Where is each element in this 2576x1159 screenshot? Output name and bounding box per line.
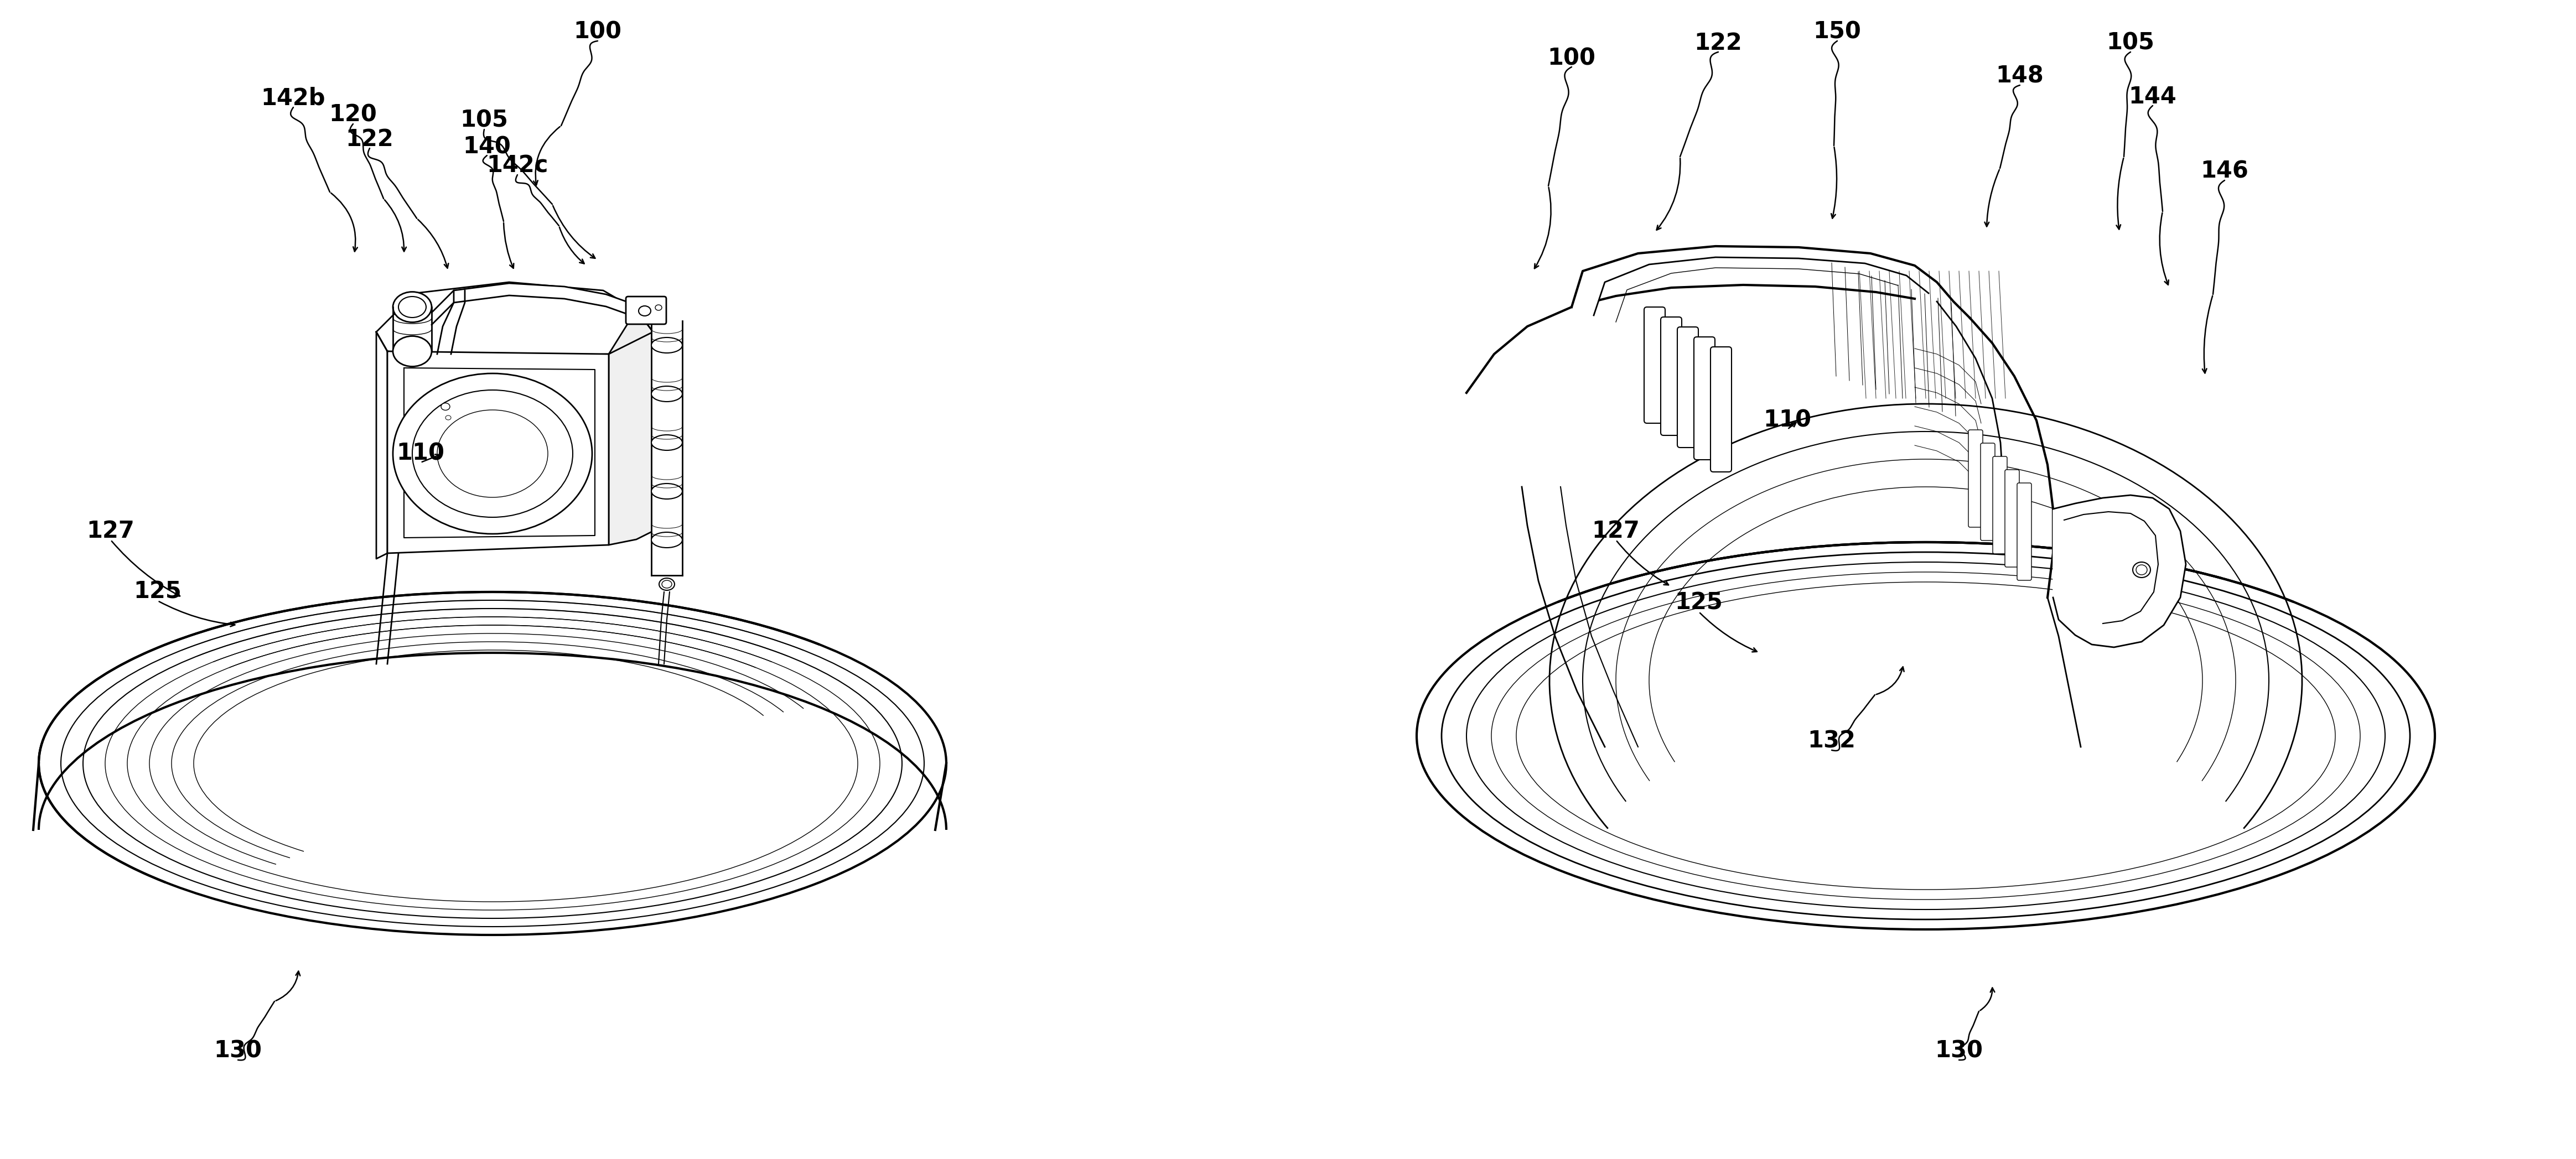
Text: 100: 100 — [1548, 46, 1595, 70]
FancyBboxPatch shape — [2004, 469, 2020, 567]
Text: 105: 105 — [461, 109, 507, 132]
FancyBboxPatch shape — [2017, 483, 2032, 581]
FancyBboxPatch shape — [1695, 337, 1716, 460]
Polygon shape — [404, 367, 595, 538]
Text: 110: 110 — [397, 442, 446, 465]
Ellipse shape — [652, 532, 683, 548]
Polygon shape — [652, 321, 683, 575]
FancyBboxPatch shape — [1968, 430, 1984, 527]
Text: 122: 122 — [345, 127, 394, 151]
Ellipse shape — [394, 292, 433, 322]
Text: 140: 140 — [464, 134, 510, 159]
Text: 127: 127 — [88, 519, 134, 542]
Ellipse shape — [394, 373, 592, 534]
Text: 130: 130 — [214, 1040, 263, 1063]
Text: 148: 148 — [1996, 65, 2043, 88]
Text: 105: 105 — [2107, 31, 2154, 54]
Text: 144: 144 — [2128, 86, 2177, 109]
FancyBboxPatch shape — [626, 297, 667, 325]
FancyBboxPatch shape — [1994, 457, 2007, 554]
Polygon shape — [2053, 495, 2187, 647]
Polygon shape — [376, 282, 652, 357]
Text: 125: 125 — [134, 581, 183, 604]
Ellipse shape — [652, 483, 683, 500]
Ellipse shape — [440, 403, 451, 410]
Ellipse shape — [2133, 562, 2151, 577]
Polygon shape — [376, 331, 386, 559]
Polygon shape — [433, 283, 631, 325]
Text: 100: 100 — [574, 21, 621, 44]
Polygon shape — [386, 351, 608, 553]
Polygon shape — [1571, 246, 1971, 318]
Text: 132: 132 — [1808, 730, 1855, 753]
Ellipse shape — [652, 435, 683, 451]
Text: 122: 122 — [1695, 31, 1741, 54]
Ellipse shape — [654, 305, 662, 311]
Polygon shape — [608, 309, 652, 545]
Ellipse shape — [652, 386, 683, 402]
Text: 110: 110 — [1765, 409, 1811, 432]
Text: 125: 125 — [1674, 591, 1723, 614]
Text: 127: 127 — [1592, 519, 1641, 542]
FancyBboxPatch shape — [1643, 307, 1664, 423]
FancyBboxPatch shape — [1981, 443, 1994, 540]
FancyBboxPatch shape — [1677, 327, 1698, 447]
Text: 120: 120 — [330, 103, 376, 126]
Text: 146: 146 — [2200, 160, 2249, 183]
FancyBboxPatch shape — [1662, 318, 1682, 436]
Ellipse shape — [652, 337, 683, 353]
Ellipse shape — [394, 336, 433, 366]
Text: 142b: 142b — [260, 87, 325, 110]
Ellipse shape — [446, 415, 451, 420]
Text: 130: 130 — [1935, 1040, 1984, 1063]
Ellipse shape — [639, 306, 652, 316]
FancyBboxPatch shape — [1710, 347, 1731, 472]
Text: 142c: 142c — [487, 154, 549, 177]
Ellipse shape — [659, 578, 675, 590]
Text: 150: 150 — [1814, 21, 1862, 44]
